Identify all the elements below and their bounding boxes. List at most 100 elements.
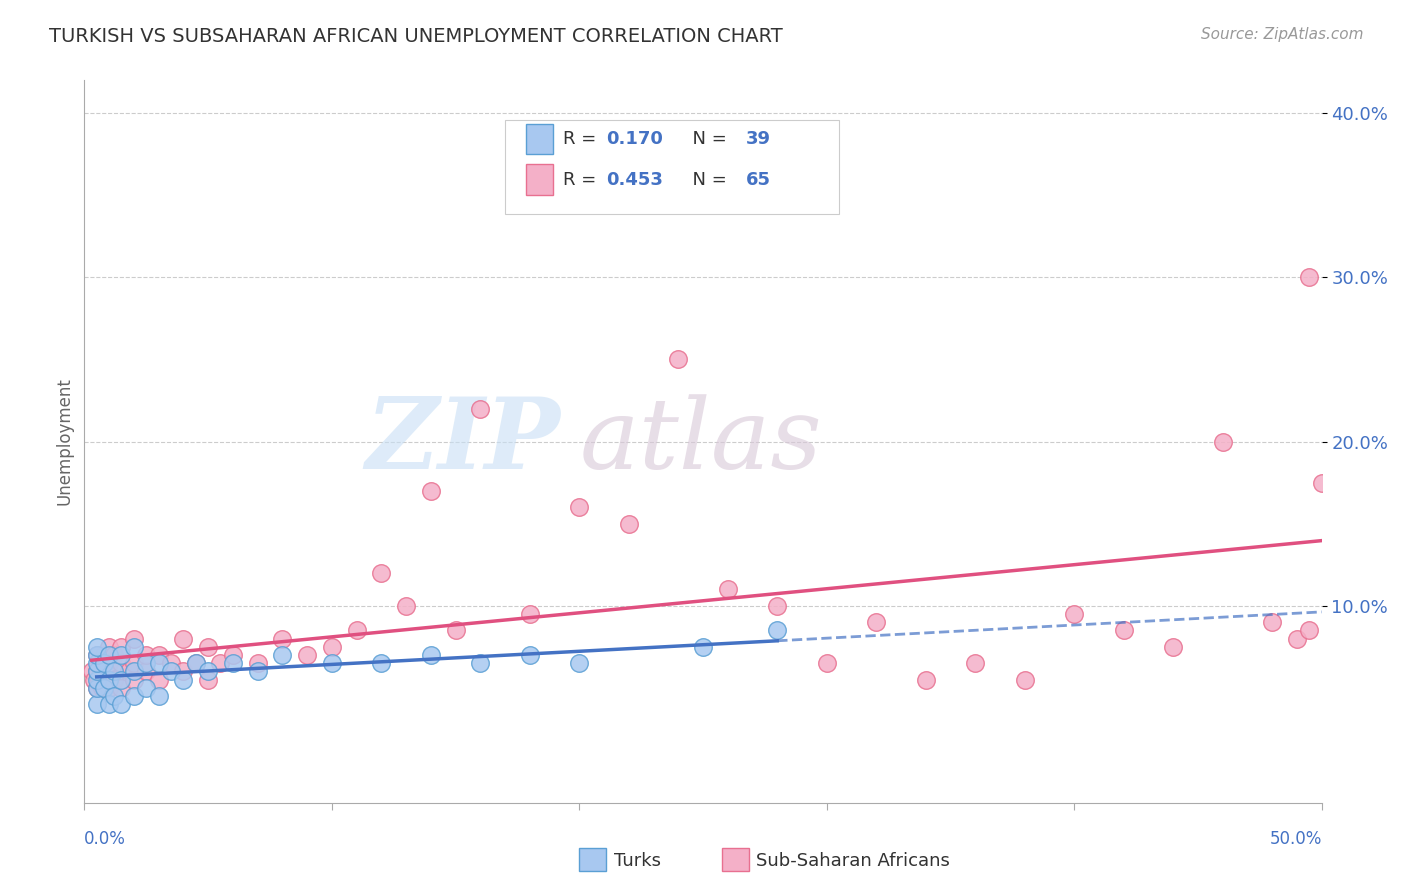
Point [90, 657, 112, 671]
Point [766, 624, 789, 638]
Point [568, 657, 591, 671]
Point [103, 665, 125, 679]
Point [370, 657, 392, 671]
Text: Turks: Turks [614, 852, 661, 870]
Point [93, 681, 115, 695]
Point [444, 624, 467, 638]
Point [86, 657, 108, 671]
Text: Source: ZipAtlas.com: Source: ZipAtlas.com [1201, 27, 1364, 42]
Point [110, 698, 132, 712]
Point [184, 657, 207, 671]
Point [246, 665, 269, 679]
Point [135, 657, 157, 671]
Point [86, 665, 108, 679]
Point [321, 640, 343, 654]
Point [86, 698, 108, 712]
Point [103, 689, 125, 703]
Point [80, 665, 103, 679]
Point [197, 665, 219, 679]
Point [110, 681, 132, 695]
Point [271, 648, 294, 662]
Text: TURKISH VS SUBSAHARAN AFRICAN UNEMPLOYMENT CORRELATION CHART: TURKISH VS SUBSAHARAN AFRICAN UNEMPLOYME… [49, 27, 783, 45]
Point [246, 657, 269, 671]
Point [93, 657, 115, 671]
Point [419, 648, 441, 662]
Point [271, 632, 294, 646]
Point [122, 657, 145, 671]
FancyBboxPatch shape [526, 124, 554, 154]
Point [110, 648, 132, 662]
Point [118, 665, 141, 679]
Text: R =: R = [564, 130, 602, 148]
Point [98, 698, 121, 712]
Point [865, 615, 887, 630]
Text: N =: N = [681, 170, 733, 188]
Point [1285, 632, 1308, 646]
Point [122, 673, 145, 687]
Point [135, 665, 157, 679]
FancyBboxPatch shape [579, 848, 606, 871]
Point [222, 648, 245, 662]
Point [98, 640, 121, 654]
Point [135, 648, 157, 662]
Point [86, 673, 108, 687]
Point [96, 673, 118, 687]
Point [93, 665, 115, 679]
FancyBboxPatch shape [526, 164, 554, 194]
Text: 50.0%: 50.0% [1270, 830, 1322, 848]
Text: 0.453: 0.453 [606, 170, 664, 188]
Point [86, 648, 108, 662]
Y-axis label: Unemployment: Unemployment [55, 377, 73, 506]
Text: 0.170: 0.170 [606, 130, 664, 148]
Point [1310, 475, 1333, 490]
Point [122, 640, 145, 654]
Point [419, 483, 441, 498]
Point [321, 657, 343, 671]
Point [470, 401, 492, 416]
Point [90, 681, 112, 695]
Point [160, 665, 183, 679]
Text: Sub-Saharan Africans: Sub-Saharan Africans [756, 852, 950, 870]
Point [519, 607, 541, 621]
Text: 65: 65 [747, 170, 772, 188]
Point [370, 566, 392, 580]
Point [148, 673, 170, 687]
Point [1112, 624, 1135, 638]
Point [135, 681, 157, 695]
Point [148, 648, 170, 662]
Point [110, 657, 132, 671]
Point [914, 673, 936, 687]
Point [172, 673, 194, 687]
Point [815, 657, 838, 671]
Point [568, 500, 591, 515]
Point [86, 681, 108, 695]
Point [1298, 270, 1320, 285]
Point [1261, 615, 1284, 630]
Text: R =: R = [564, 170, 602, 188]
Text: atlas: atlas [579, 394, 823, 489]
Point [209, 657, 232, 671]
Text: ZIP: ZIP [366, 393, 561, 490]
Point [1063, 607, 1085, 621]
Text: N =: N = [681, 130, 733, 148]
Point [617, 516, 640, 531]
Point [666, 352, 689, 367]
Point [295, 648, 318, 662]
FancyBboxPatch shape [505, 120, 839, 214]
Point [122, 632, 145, 646]
Point [110, 673, 132, 687]
Point [86, 681, 108, 695]
Point [1212, 434, 1234, 449]
Point [172, 632, 194, 646]
Point [172, 665, 194, 679]
Point [122, 689, 145, 703]
Point [86, 665, 108, 679]
Point [148, 689, 170, 703]
Point [717, 582, 740, 597]
Point [103, 648, 125, 662]
Point [98, 681, 121, 695]
Point [766, 599, 789, 613]
Point [89, 673, 111, 687]
Point [346, 624, 368, 638]
Point [197, 673, 219, 687]
